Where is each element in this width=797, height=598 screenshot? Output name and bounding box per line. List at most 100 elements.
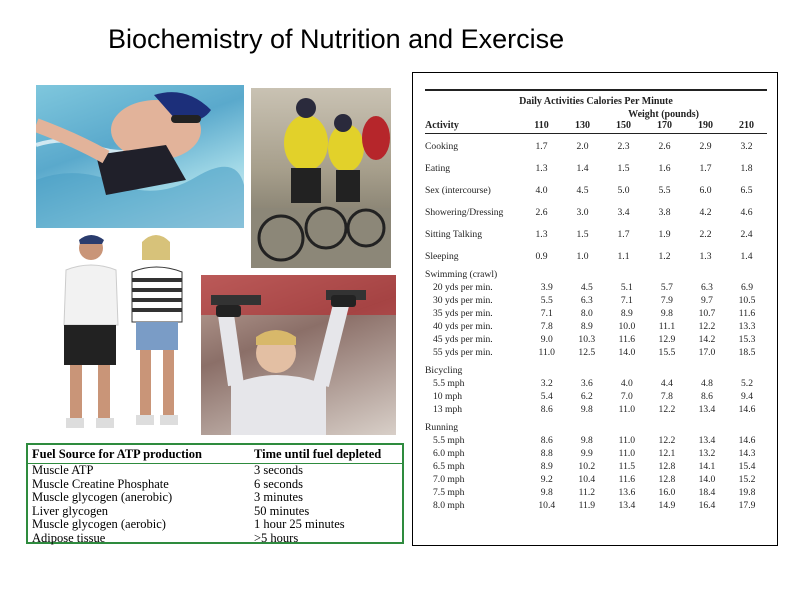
calorie-value: 1.7	[617, 229, 630, 240]
activity-label: Showering/Dressing	[425, 207, 504, 218]
calorie-value: 17.9	[738, 500, 756, 511]
calorie-table-header: Activity 110 130 150 170 190 210	[425, 120, 767, 134]
calorie-value: 4.6	[740, 207, 753, 218]
activity-label: 55 yds per min.	[433, 347, 493, 358]
fuel-source: Muscle glycogen (aerobic)	[32, 517, 166, 532]
fuel-source: Muscle ATP	[32, 463, 94, 477]
table-row: 6.0 mph 8.8 9.9 11.0 12.1 13.2 14.3	[425, 447, 767, 460]
calorie-value: 7.1	[620, 295, 633, 306]
activity-label: Sleeping	[425, 251, 459, 262]
calorie-value: 18.4	[698, 487, 716, 498]
calorie-value: 15.2	[738, 474, 756, 485]
calorie-value: 5.7	[660, 282, 673, 293]
calorie-value: 15.4	[738, 461, 756, 472]
calorie-value: 5.1	[620, 282, 633, 293]
page-title: Biochemistry of Nutrition and Exercise	[108, 24, 565, 54]
calorie-value: 14.6	[738, 404, 756, 415]
activity-label: 7.0 mph	[433, 474, 465, 485]
calorie-value: 8.6	[700, 391, 713, 402]
calorie-table-rows: Cooking 1.7 2.0 2.3 2.6 2.9 3.2 Eating 1.3 1.4 1.5…	[425, 140, 767, 512]
table-row: 8.0 mph 10.4 11.9 13.4 14.9 16.4 17.9	[425, 499, 767, 512]
calorie-value: 1.8	[740, 163, 753, 174]
table-row: Adipose tissue >5 hours	[28, 531, 402, 546]
calorie-value: 5.5	[658, 185, 671, 196]
calorie-value: 9.9	[580, 448, 593, 459]
calorie-value: 4.8	[700, 378, 713, 389]
fuel-source: Liver glycogen	[32, 503, 109, 518]
activity-label: 45 yds per min.	[433, 334, 493, 345]
weight-header: 190	[698, 120, 713, 131]
time-depleted: 3 seconds	[254, 463, 303, 477]
calorie-value: 11.5	[618, 461, 636, 472]
calorie-value: 15.5	[658, 347, 676, 358]
table-row: 40 yds per min. 7.8 8.9 10.0 11.1 12.2 13.3	[425, 320, 767, 333]
table-row: 20 yds per min. 3.9 4.5 5.1 5.7 6.3 6.9	[425, 281, 767, 294]
calorie-value: 11.0	[538, 347, 555, 358]
table-row: 45 yds per min. 9.0 10.3 11.6 12.9 14.2 15.3	[425, 333, 767, 346]
weight-header: 210	[739, 120, 754, 131]
fuel-table-header: Fuel Source for ATP production Time unti…	[28, 445, 402, 464]
calorie-value: 10.2	[578, 461, 596, 472]
calorie-value: 6.3	[580, 295, 593, 306]
time-depleted: 6 seconds	[254, 476, 303, 491]
calorie-value: 1.0	[576, 251, 589, 262]
calorie-value: 5.4	[540, 391, 553, 402]
calorie-value: 7.9	[660, 295, 673, 306]
calorie-value: 12.8	[658, 474, 676, 485]
weight-header: 130	[575, 120, 590, 131]
calorie-value: 1.4	[740, 251, 753, 262]
calorie-value: 11.2	[578, 487, 596, 498]
activity-label: 20 yds per min.	[433, 282, 493, 293]
calorie-value: 18.5	[738, 347, 756, 358]
calorie-value: 9.2	[540, 474, 553, 485]
calorie-value: 11.6	[618, 334, 636, 345]
table-row: Muscle ATP 3 seconds	[28, 463, 402, 478]
time-depleted: 50 minutes	[254, 503, 310, 518]
calorie-value: 6.2	[580, 391, 593, 402]
activity-label: Sitting Talking	[425, 229, 482, 240]
calorie-value: 8.6	[540, 435, 553, 446]
calorie-value: 9.4	[741, 391, 753, 402]
calorie-value: 10.4	[578, 474, 596, 485]
activity-label: 6.5 mph	[433, 461, 465, 472]
activity-label: Sex (intercourse)	[425, 185, 491, 196]
calorie-value: 6.0	[699, 185, 712, 196]
activity-label: 6.0 mph	[433, 448, 465, 459]
runners-photo	[36, 230, 201, 440]
activity-group-label: Swimming (crawl)	[425, 269, 498, 280]
activity-label: 40 yds per min.	[433, 321, 493, 332]
calorie-value: 8.8	[540, 448, 553, 459]
table-row: Muscle Creatine Phosphate 6 seconds	[28, 476, 402, 492]
calorie-value: 10.0	[618, 321, 636, 332]
calorie-value: 4.4	[660, 378, 673, 389]
calorie-value: 14.1	[698, 461, 716, 472]
calorie-value: 11.6	[618, 474, 636, 485]
calorie-value: 14.2	[698, 334, 716, 345]
table-row: 7.5 mph 9.8 11.2 13.6 16.0 18.4 19.8	[425, 486, 767, 499]
calorie-value: 9.8	[540, 487, 553, 498]
table-row: 10 mph 5.4 6.2 7.0 7.8 8.6 9.4	[425, 390, 767, 403]
calorie-value: 9.8	[660, 308, 673, 319]
table-row: 6.5 mph 8.9 10.2 11.5 12.8 14.1 15.4	[425, 460, 767, 473]
calorie-value: 16.4	[698, 500, 716, 511]
calorie-value: 2.6	[658, 141, 671, 152]
weight-header: 170	[657, 120, 672, 131]
calorie-value: 9.7	[700, 295, 713, 306]
table-row: 5.5 mph 8.6 9.8 11.0 12.2 13.4 14.6	[425, 434, 767, 447]
activity-label: 5.5 mph	[433, 435, 465, 446]
table-row: Sleeping 0.9 1.0 1.1 1.2 1.3 1.4	[425, 250, 767, 263]
calorie-table-title: Daily Activities Calories Per Minute	[519, 96, 673, 107]
calorie-value: 0.9	[535, 251, 548, 262]
calorie-value: 1.2	[658, 251, 671, 262]
activity-label: 8.0 mph	[433, 500, 465, 511]
calorie-value: 7.8	[540, 321, 553, 332]
calorie-value: 13.4	[618, 500, 636, 511]
calorie-value: 5.5	[540, 295, 553, 306]
calorie-value: 14.3	[738, 448, 756, 459]
calorie-value: 1.3	[699, 251, 712, 262]
calorie-value: 5.2	[741, 378, 753, 389]
activity-label: 7.5 mph	[433, 487, 465, 498]
calorie-value: 2.0	[576, 141, 589, 152]
calorie-value: 11.0	[618, 448, 636, 459]
activity-label: Cooking	[425, 141, 459, 152]
